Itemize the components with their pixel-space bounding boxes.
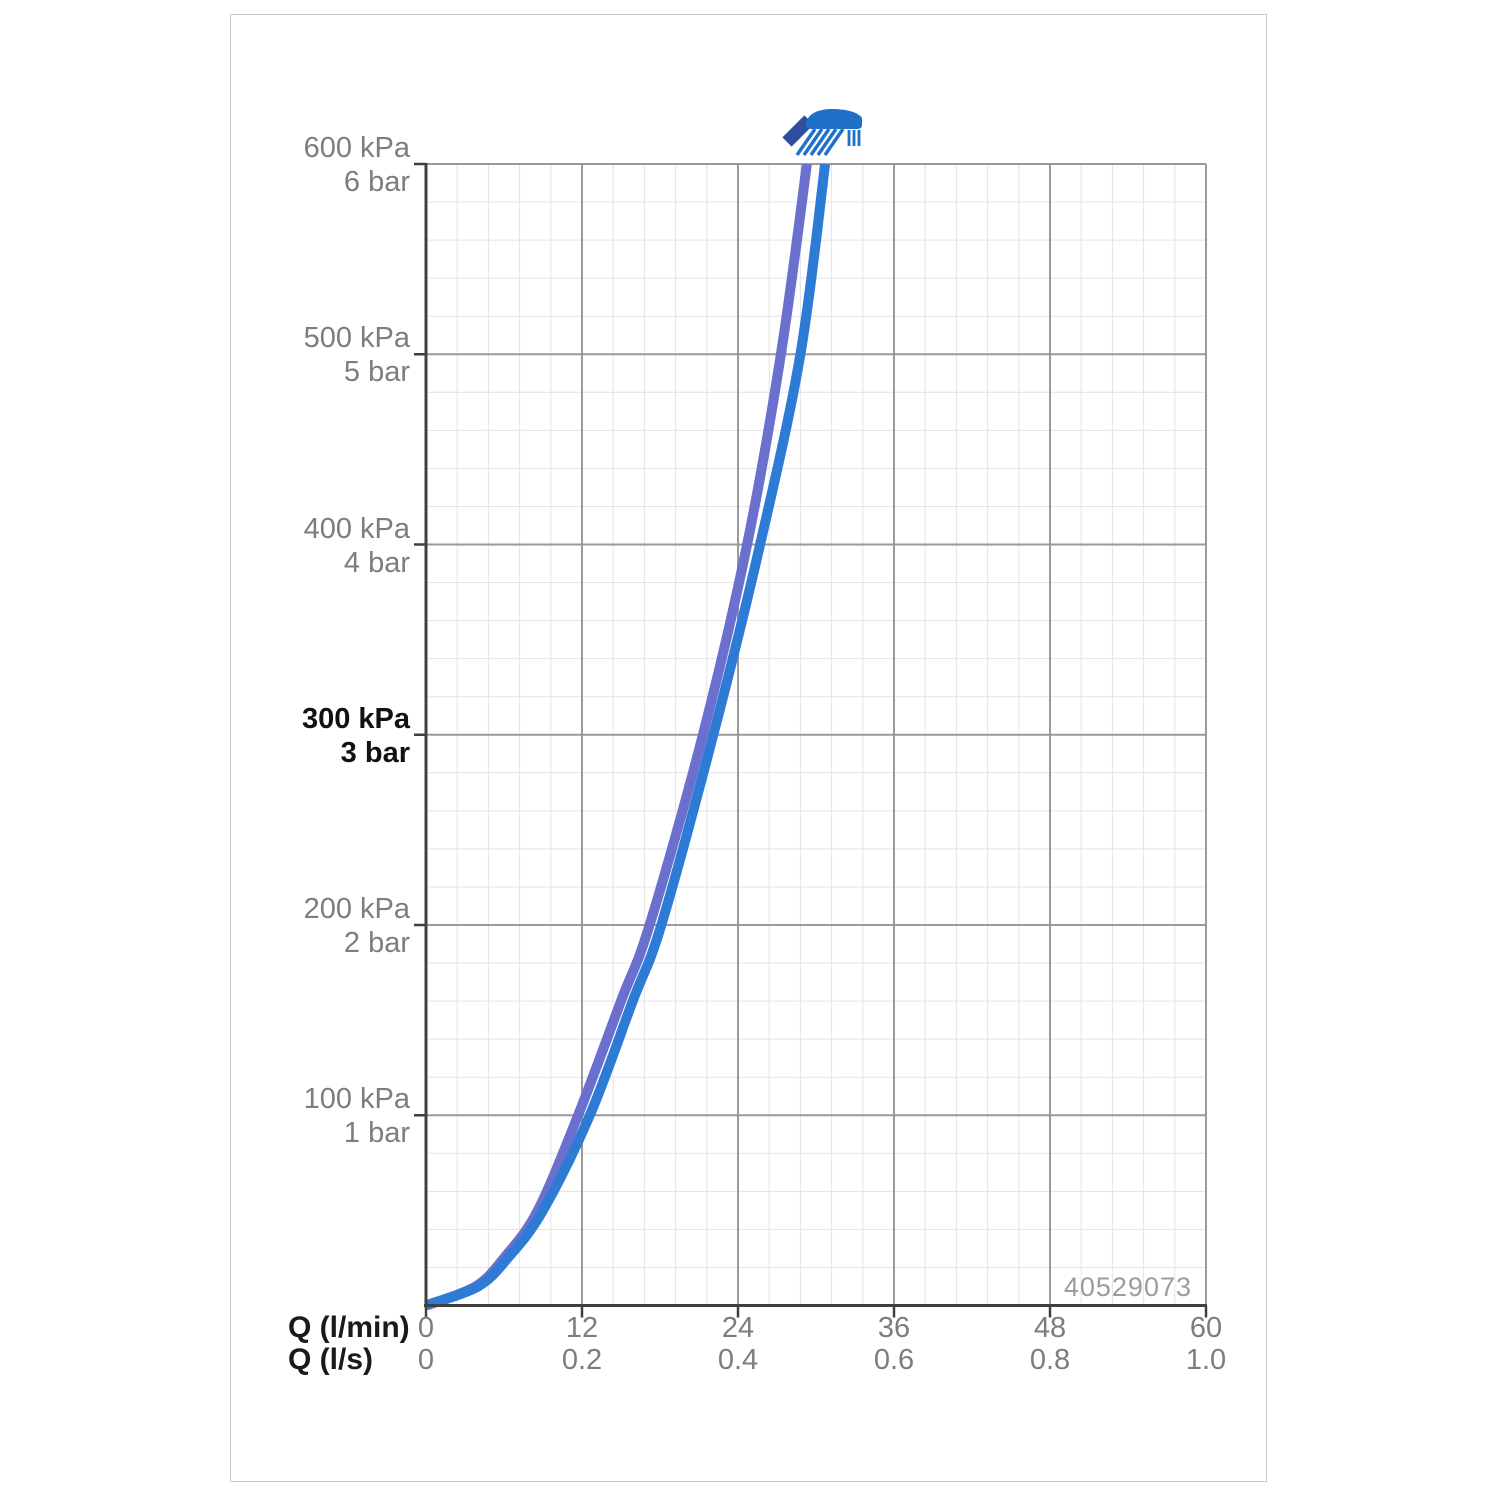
x-tick-ls-10: 1.0 [1185,1344,1227,1376]
hand-shower-jet-lines [847,130,861,146]
y-label-kpa: 500 kPa [303,322,410,354]
hand-shower-spray-lines [795,128,845,156]
hand-shower-head [806,109,862,129]
y-label-kpa: 300 kPa [301,703,410,735]
x-tick-lmin-60: 60 [1189,1312,1223,1344]
grid-major-lines [426,163,1207,1306]
x-tick-ls-0: 0 [417,1344,435,1376]
x-tick-lmin-12: 12 [565,1312,599,1344]
y-label-bar: 3 bar [340,737,410,769]
x-tick-lmin-24: 24 [721,1312,755,1344]
y-label-kpa: 600 kPa [303,132,410,164]
x-axis-title-lmin: Q (l/min) [288,1311,410,1344]
x-tick-ls-04: 0.4 [717,1344,759,1376]
y-axis-label-100kpa: 100 kPa 1 bar [304,1082,410,1150]
x-tick-lmin-48: 48 [1033,1312,1067,1344]
x-axis-title-ls: Q (l/s) [288,1343,374,1376]
curve-spray-mode-2 [424,164,831,1311]
flow-curves [424,164,831,1311]
figure-border [230,14,1267,1482]
y-axis-label-300kpa: 300 kPa 3 bar [302,702,410,770]
x-tick-lmin-0: 0 [417,1312,435,1344]
y-axis-label-200kpa: 200 kPa 2 bar [304,892,410,960]
y-label-bar: 2 bar [343,927,410,959]
hand-shower-icon [782,109,862,156]
axis-tick-marks [414,162,1208,1318]
x-tick-ls-02: 0.2 [561,1344,603,1376]
y-label-kpa: 400 kPa [303,513,410,545]
hand-shower-handle [782,115,814,147]
x-tick-ls-06: 0.6 [873,1344,915,1376]
y-label-kpa: 100 kPa [303,1083,410,1115]
y-label-bar: 4 bar [343,547,410,579]
x-tick-ls-08: 0.8 [1029,1344,1071,1376]
y-axis-label-500kpa: 500 kPa 5 bar [304,321,410,389]
y-axis-label-600kpa: 600 kPa 6 bar [304,131,410,199]
y-axis-label-400kpa: 400 kPa 4 bar [304,512,410,580]
y-label-bar: 6 bar [343,166,410,198]
y-label-bar: 5 bar [343,356,410,388]
y-label-kpa: 200 kPa [303,893,410,925]
y-label-bar: 1 bar [343,1117,410,1149]
x-tick-lmin-36: 36 [877,1312,911,1344]
article-number: 40529073 [1063,1272,1192,1302]
